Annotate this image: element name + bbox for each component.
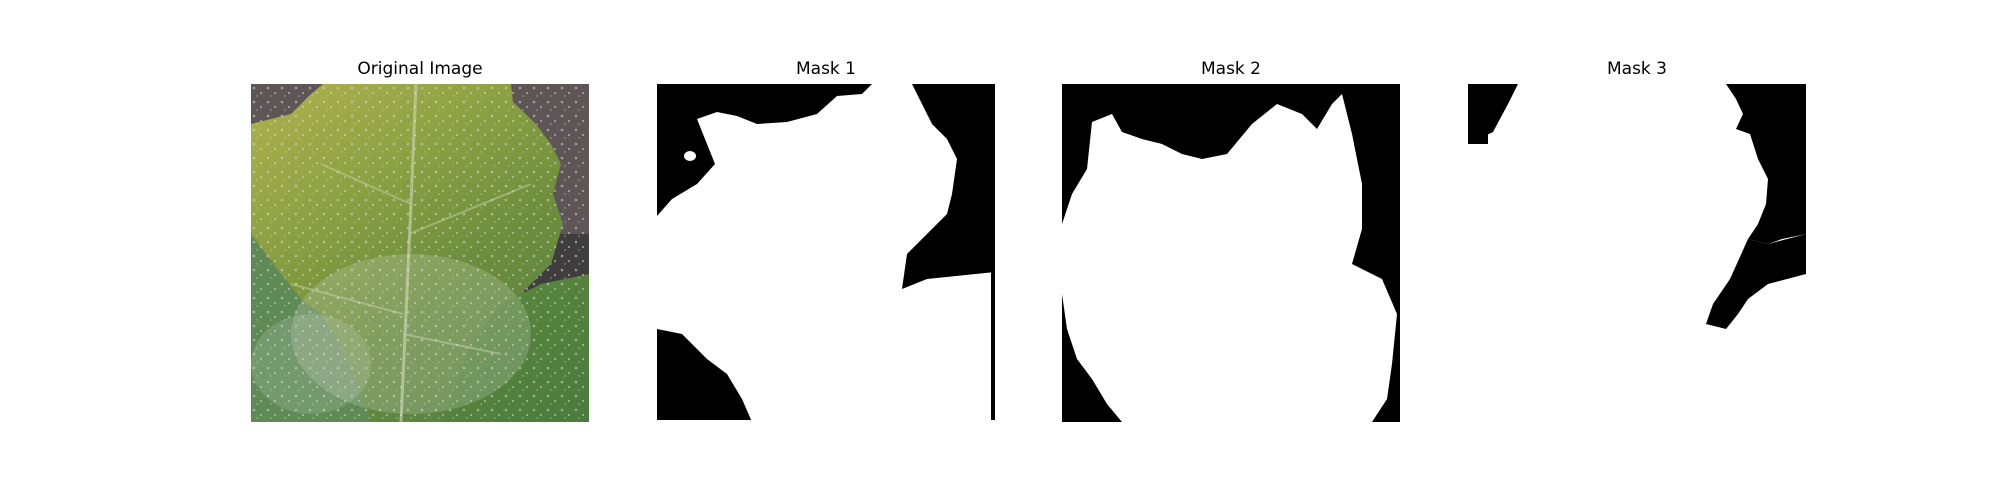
panel-original-image: Original Image <box>251 0 589 500</box>
panel-mask-2: Mask 2 <box>1062 0 1400 500</box>
panel-title: Mask 3 <box>1606 59 1667 79</box>
panel-title: Original Image <box>357 59 483 79</box>
panel-mask-3: Mask 3 <box>1468 0 1806 500</box>
panel-mask-1: Mask 1 <box>657 0 995 500</box>
panel-title: Mask 1 <box>795 59 856 79</box>
segmentation-mask <box>657 84 995 422</box>
segmentation-mask <box>1062 84 1400 422</box>
segmentation-mask <box>1468 84 1806 422</box>
leaf-photo <box>251 84 589 422</box>
panel-title: Mask 2 <box>1200 59 1261 79</box>
